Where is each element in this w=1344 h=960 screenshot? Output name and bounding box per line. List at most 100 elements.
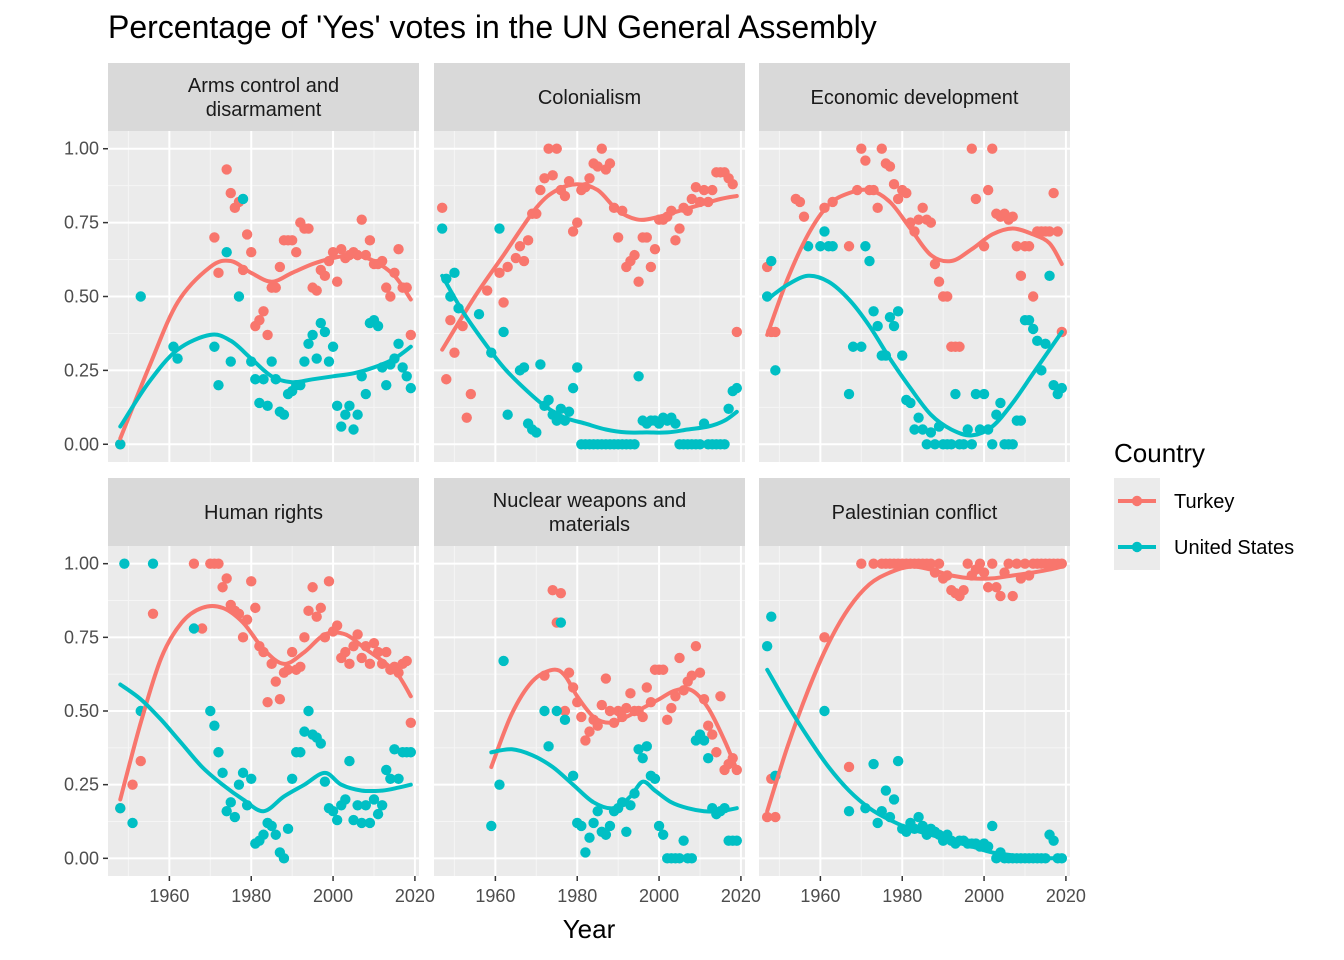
data-point-turkey [1011, 558, 1023, 569]
data-point-turkey [600, 673, 612, 684]
data-point-turkey [127, 779, 138, 790]
data-point-united-states [299, 726, 310, 737]
data-point-united-states [502, 409, 513, 420]
data-point-turkey [547, 170, 558, 181]
data-point-united-states [205, 705, 216, 717]
smooth-line-united-states [440, 273, 739, 435]
data-point-turkey [641, 232, 652, 243]
legend-entry: Turkey [1114, 478, 1234, 524]
data-point-united-states [356, 817, 367, 829]
data-point-united-states [254, 397, 265, 409]
data-point-turkey [250, 602, 261, 614]
data-point-turkey [254, 314, 265, 326]
data-point-turkey [666, 702, 677, 714]
data-point-turkey [645, 261, 657, 273]
data-point-turkey [246, 576, 257, 587]
data-point-united-states [311, 353, 322, 364]
data-point-united-states [188, 623, 200, 634]
data-point-united-states [559, 714, 571, 726]
data-point-united-states [1032, 335, 1043, 347]
y-tick-label: 0.75 [64, 213, 99, 233]
y-tick-label: 0.00 [64, 848, 99, 868]
data-point-turkey [970, 193, 982, 205]
data-point-united-states [381, 764, 392, 776]
data-point-united-states [657, 829, 669, 840]
data-point-united-states [393, 773, 404, 784]
data-point-united-states [1044, 270, 1055, 282]
data-point-united-states [405, 382, 417, 394]
data-point-turkey [770, 811, 781, 823]
data-point-turkey [303, 223, 314, 234]
chart-title: Percentage of 'Yes' votes in the UN Gene… [108, 9, 877, 45]
data-point-turkey [188, 558, 200, 569]
data-point-united-states [233, 779, 245, 790]
data-point-united-states [360, 388, 372, 400]
facet-strip-label: Palestinian conflict [832, 502, 998, 524]
data-point-turkey [449, 347, 460, 358]
data-point-united-states [576, 820, 587, 832]
data-point-turkey [596, 143, 607, 154]
y-tick-label: 1.00 [64, 139, 99, 159]
facet-palestinian-conflict: Palestinian conflict 1960 1980 2000 2020 [759, 478, 1086, 906]
data-point-united-states [270, 829, 281, 840]
data-point-united-states [819, 226, 830, 237]
data-point-united-states [592, 805, 603, 817]
data-point-turkey [974, 558, 986, 569]
data-point-turkey [209, 232, 220, 243]
series-points-united-states [115, 558, 417, 864]
data-point-united-states [401, 371, 412, 382]
data-point-turkey [356, 214, 367, 225]
data-point-turkey [221, 573, 232, 584]
facet-strip [434, 63, 745, 131]
data-point-united-states [843, 805, 855, 817]
data-point-turkey [270, 676, 281, 687]
facet-strip [108, 478, 419, 546]
data-point-turkey [270, 282, 281, 293]
data-point-united-states [917, 424, 928, 435]
legend-point [1131, 495, 1143, 507]
data-point-united-states [909, 424, 920, 435]
facet-strip-label: Economic development [811, 87, 1019, 109]
data-point-turkey [641, 682, 652, 693]
data-point-turkey [274, 261, 286, 273]
data-point-united-states [1048, 379, 1059, 391]
data-point-united-states [905, 397, 916, 409]
facet-economic-development: Economic development [759, 63, 1070, 462]
data-point-turkey [295, 661, 306, 673]
data-point-united-states [286, 773, 298, 784]
x-tick-label: 2020 [1046, 886, 1086, 906]
data-point-turkey [592, 161, 603, 172]
data-point-turkey [286, 235, 298, 246]
data-point-united-states [229, 811, 241, 823]
data-point-united-states [653, 820, 665, 832]
data-point-united-states [327, 805, 339, 817]
data-point-united-states [127, 817, 138, 829]
data-point-turkey [925, 558, 937, 569]
y-tick-label: 1.00 [64, 554, 99, 574]
data-point-united-states [1056, 382, 1068, 394]
data-point-united-states [295, 747, 306, 758]
facet-strip [108, 63, 419, 131]
data-point-united-states [209, 720, 220, 731]
data-point-united-states [340, 409, 351, 420]
data-point-turkey [481, 285, 493, 296]
data-point-turkey [555, 587, 567, 599]
data-point-turkey [217, 582, 228, 593]
data-point-united-states [258, 829, 269, 840]
data-point-united-states [315, 738, 326, 749]
data-point-united-states [888, 320, 900, 332]
data-point-united-states [572, 362, 583, 373]
data-point-united-states [535, 359, 546, 370]
legend-label: Turkey [1174, 491, 1234, 513]
data-point-turkey [942, 291, 953, 302]
data-point-united-states [946, 439, 957, 450]
data-point-turkey [856, 558, 867, 569]
data-point-united-states [970, 388, 982, 400]
data-point-united-states [847, 341, 859, 352]
data-point-turkey [299, 632, 310, 643]
data-point-turkey [657, 664, 669, 675]
data-point-united-states [921, 439, 932, 450]
data-point-turkey [612, 232, 624, 243]
data-point-turkey [860, 155, 871, 166]
data-point-united-states [319, 326, 331, 338]
